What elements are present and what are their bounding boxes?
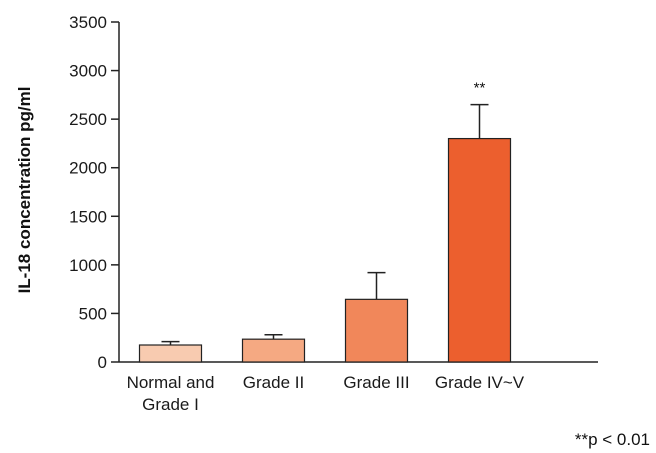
y-tick-label: 1500 xyxy=(69,207,107,226)
y-tick-label: 500 xyxy=(79,304,107,323)
category-labels: Normal and Grade I Grade II Grade III Grade … xyxy=(127,373,525,414)
bar xyxy=(138,344,203,363)
error-bars xyxy=(161,103,489,345)
bars xyxy=(138,137,512,363)
y-tick-label: 2000 xyxy=(69,159,107,178)
y-tick-label: 1000 xyxy=(69,256,107,275)
annotations: ** xyxy=(474,80,486,97)
y-tick-label: 2500 xyxy=(69,110,107,129)
y-tick-label: 0 xyxy=(98,353,107,372)
y-tick-label: 3500 xyxy=(69,13,107,32)
footnote: **p < 0.01 xyxy=(575,430,650,449)
x-category-label: Grade III xyxy=(343,373,409,392)
bar xyxy=(344,298,409,363)
significance-annotation: ** xyxy=(474,80,486,97)
bar xyxy=(241,338,306,363)
x-category-label: Normal and xyxy=(127,373,215,392)
x-category-label: Grade II xyxy=(243,373,304,392)
bar xyxy=(447,137,512,363)
y-tick-label: 3000 xyxy=(69,62,107,81)
x-category-label: Grade IV~V xyxy=(435,373,525,392)
y-axis-ticks: 0 500 1000 1500 2000 2500 3000 3500 xyxy=(69,13,119,372)
y-axis-title: IL-18 concentration pg/ml xyxy=(15,87,34,294)
x-category-label: Grade I xyxy=(142,395,199,414)
